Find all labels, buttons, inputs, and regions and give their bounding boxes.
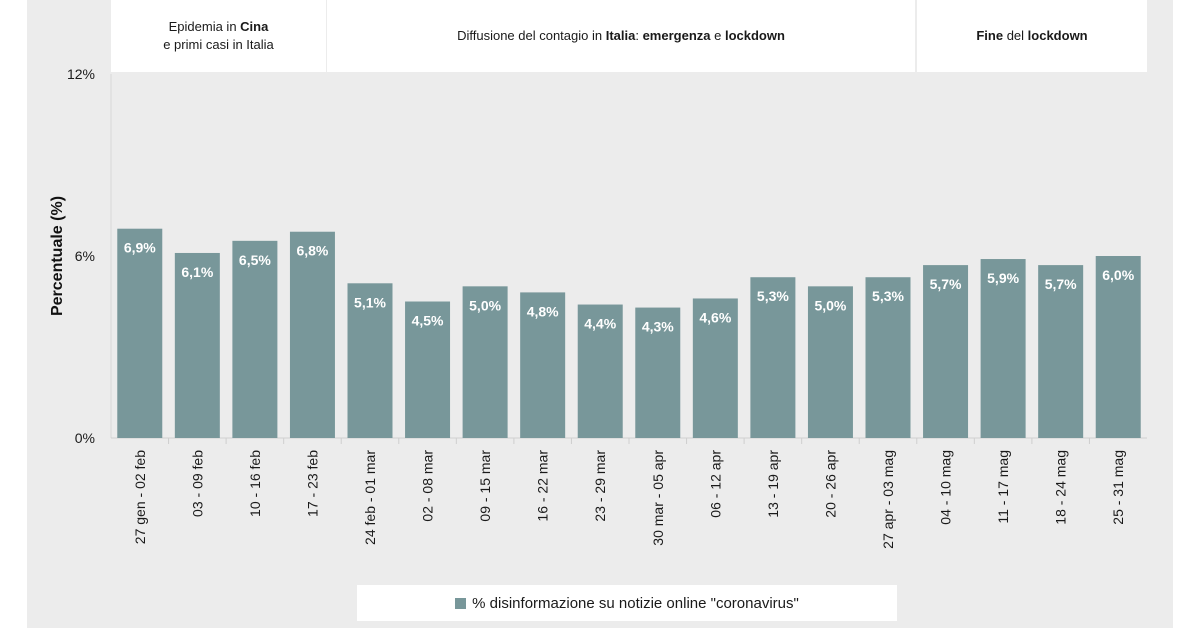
legend-swatch xyxy=(455,597,467,609)
data-label: 5,7% xyxy=(1045,276,1077,292)
data-label: 5,9% xyxy=(987,270,1019,286)
bar xyxy=(750,277,796,438)
data-label: 4,5% xyxy=(412,313,444,329)
bar xyxy=(635,307,681,438)
phase-label-italy-lockdown: Diffusione del contagio in Italia: emerg… xyxy=(327,0,915,72)
bar xyxy=(692,298,738,438)
x-tick-label: 13 - 19 apr xyxy=(765,450,781,518)
phase-1-line1-bold: Cina xyxy=(240,19,269,34)
legend: % disinformazione su notizie online "cor… xyxy=(357,585,897,621)
x-tick-label: 16 - 22 mar xyxy=(535,450,551,522)
legend-label: % disinformazione su notizie online "cor… xyxy=(472,594,799,612)
phase-3-bold1: Fine xyxy=(976,28,1004,43)
x-tick-label: 24 feb - 01 mar xyxy=(362,450,378,545)
data-label: 4,3% xyxy=(642,319,674,335)
x-tick-label: 10 - 16 feb xyxy=(247,450,263,517)
phase-2-bold1: Italia xyxy=(605,28,636,43)
x-tick-label: 03 - 09 feb xyxy=(189,450,205,517)
bar xyxy=(865,277,911,438)
x-tick-label: 02 - 08 mar xyxy=(420,450,436,522)
bar xyxy=(577,304,623,438)
phase-2-bold3: lockdown xyxy=(724,28,785,43)
x-tick-label: 27 gen - 02 feb xyxy=(132,450,148,544)
data-label: 6,9% xyxy=(124,240,156,256)
bar xyxy=(232,240,278,438)
chart-panel: 0% 6% 12% Percentuale (%) 6,9% 27 gen - 02 fe… xyxy=(27,0,1173,628)
y-tick-label: 0% xyxy=(75,430,95,446)
y-tick-label: 12% xyxy=(67,66,95,82)
data-label: 4,6% xyxy=(699,309,731,325)
data-label: 6,1% xyxy=(181,264,213,280)
bar xyxy=(923,265,969,438)
data-label: 6,5% xyxy=(239,252,271,268)
phase-2-mid1: : xyxy=(635,28,643,43)
bar xyxy=(520,292,566,438)
phase-label-end-lockdown: Fine del lockdown xyxy=(917,0,1147,72)
data-label: 5,3% xyxy=(757,288,789,304)
phase-2-pre: Diffusione del contagio in xyxy=(457,28,606,43)
bar xyxy=(174,252,220,438)
data-label: 5,0% xyxy=(469,297,501,313)
phase-3-bold2: lockdown xyxy=(1027,28,1088,43)
x-tick-label: 27 apr - 03 mag xyxy=(880,450,896,549)
bar-chart: 0% 6% 12% Percentuale (%) 6,9% 27 gen - 02 fe… xyxy=(49,66,1147,549)
phase-2-bold2: emergenza xyxy=(642,28,711,43)
data-label: 6,0% xyxy=(1102,267,1134,283)
y-axis-title: Percentuale (%) xyxy=(49,196,66,316)
phase-2-mid2: e xyxy=(710,28,725,43)
x-tick-label: 20 - 26 apr xyxy=(822,450,838,518)
x-tick-label: 18 - 24 mag xyxy=(1053,450,1069,525)
bar xyxy=(462,286,508,438)
plot-area xyxy=(111,74,1147,438)
x-tick-label: 30 mar - 05 apr xyxy=(650,450,666,546)
bar xyxy=(1095,256,1141,438)
x-tick-label: 04 - 10 mag xyxy=(938,450,954,525)
bar xyxy=(289,231,335,438)
data-label: 4,8% xyxy=(527,303,559,319)
data-label: 4,4% xyxy=(584,316,616,332)
phase-1-line1-pre: Epidemia in xyxy=(168,19,241,34)
x-tick-label: 25 - 31 mag xyxy=(1110,450,1126,525)
bar xyxy=(405,301,451,438)
bar xyxy=(807,286,853,438)
x-tick-label: 09 - 15 mar xyxy=(477,450,493,522)
bar xyxy=(117,228,163,438)
x-tick-label: 23 - 29 mar xyxy=(592,450,608,522)
bar xyxy=(980,259,1026,438)
data-label: 5,1% xyxy=(354,294,386,310)
phase-label-china: Epidemia in Cina e primi casi in Italia xyxy=(111,0,326,72)
data-label: 5,7% xyxy=(930,276,962,292)
y-tick-label: 6% xyxy=(75,248,95,264)
x-tick-label: 17 - 23 feb xyxy=(304,450,320,517)
x-tick-label: 06 - 12 apr xyxy=(707,450,723,518)
data-label: 6,8% xyxy=(296,243,328,259)
bar xyxy=(1038,265,1084,438)
phase-1-line2: e primi casi in Italia xyxy=(163,37,274,52)
phase-3-mid: del xyxy=(1003,28,1028,43)
bar xyxy=(347,283,393,438)
data-label: 5,3% xyxy=(872,288,904,304)
x-tick-label: 11 - 17 mag xyxy=(995,450,1011,524)
data-label: 5,0% xyxy=(814,297,846,313)
